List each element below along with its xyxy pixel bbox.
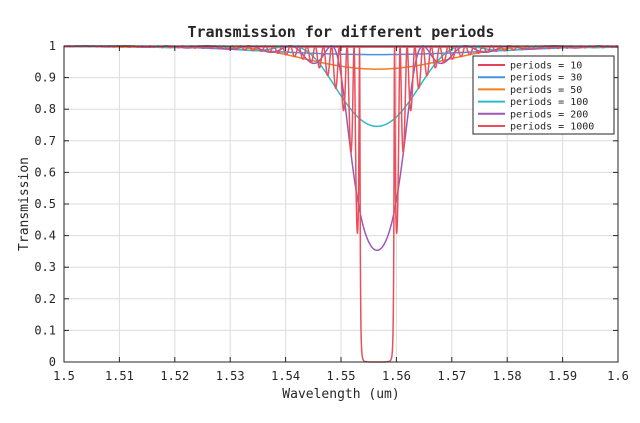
x-tick-label: 1.5 [53, 369, 75, 383]
legend-label: periods = 10 [510, 61, 582, 72]
legend-label: periods = 100 [510, 97, 588, 108]
y-tick-label: 1 [49, 39, 56, 53]
y-tick-label: 0.9 [34, 71, 56, 85]
y-tick-label: 0.4 [34, 229, 56, 243]
y-tick-label: 0.5 [34, 197, 56, 211]
legend-label: periods = 30 [510, 73, 582, 84]
x-tick-label: 1.52 [160, 369, 189, 383]
y-tick-label: 0.8 [34, 102, 56, 116]
x-tick-label: 1.56 [382, 369, 411, 383]
y-axis-label: Transmission [17, 157, 32, 251]
y-tick-label: 0.3 [34, 260, 56, 274]
chart-title: Transmission for different periods [187, 23, 494, 41]
legend-label: periods = 1000 [510, 122, 594, 133]
y-tick-label: 0.1 [34, 323, 56, 337]
y-tick-label: 0.7 [34, 134, 56, 148]
legend-label: periods = 50 [510, 85, 582, 96]
y-tick-label: 0.6 [34, 165, 56, 179]
x-tick-label: 1.51 [105, 369, 134, 383]
x-tick-label: 1.57 [437, 369, 466, 383]
x-tick-label: 1.58 [493, 369, 522, 383]
legend-label: periods = 200 [510, 109, 588, 120]
y-tick-label: 0.2 [34, 292, 56, 306]
y-tick-label: 0 [49, 355, 56, 369]
x-axis-label: Wavelength (um) [282, 387, 399, 402]
x-tick-label: 1.6 [607, 369, 629, 383]
x-tick-label: 1.54 [271, 369, 300, 383]
x-tick-label: 1.55 [327, 369, 356, 383]
x-tick-label: 1.53 [216, 369, 245, 383]
x-tick-label: 1.59 [548, 369, 577, 383]
